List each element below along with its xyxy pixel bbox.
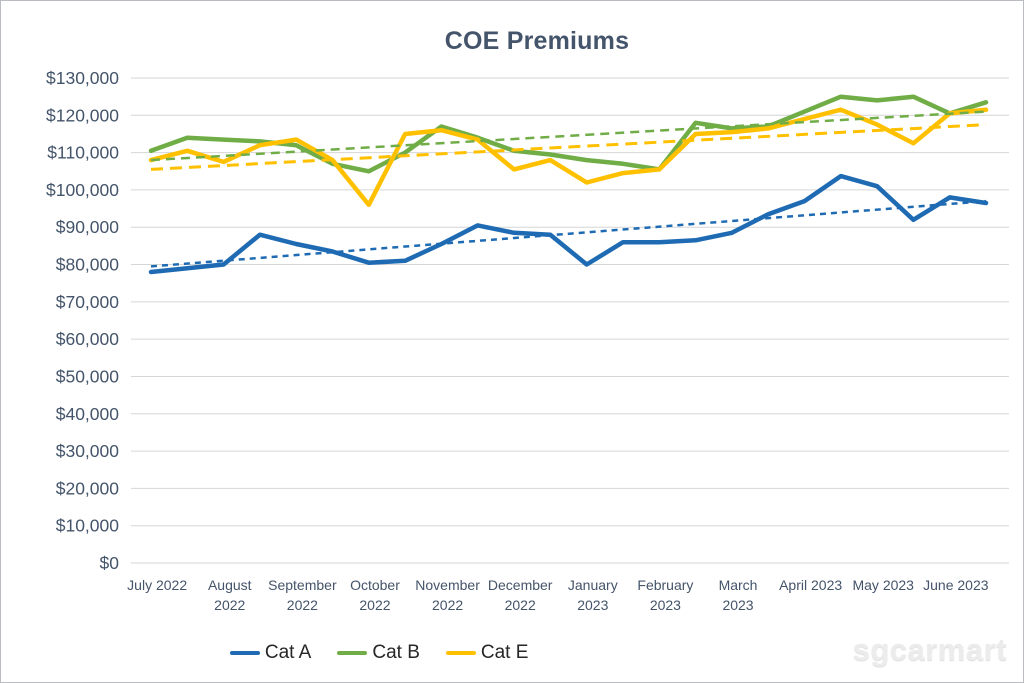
x-axis-label: March <box>719 577 758 593</box>
legend-label-cat-b: Cat B <box>372 642 420 663</box>
x-axis-label: June 2023 <box>923 577 989 593</box>
cat-b-line-swatch-icon <box>337 651 368 655</box>
x-axis-label: 2022 <box>432 597 463 613</box>
sgcarmart-watermark-logo: sgcarmart <box>852 632 1007 667</box>
x-axis-label: 2022 <box>505 597 536 613</box>
series-line-cat-e <box>148 107 989 208</box>
chart-title: COE Premiums <box>444 27 630 55</box>
series-line-cat-b <box>148 94 989 174</box>
y-axis-label: $110,000 <box>47 143 119 163</box>
y-axis-label: $0 <box>100 553 120 573</box>
trendline-cat-b <box>150 110 987 162</box>
x-axis-label: 2023 <box>650 597 681 613</box>
x-axis-label: 2022 <box>287 597 318 613</box>
x-axis-label: 2023 <box>577 597 608 613</box>
y-axis-label: $120,000 <box>46 105 119 125</box>
x-axis-label: January <box>568 577 618 593</box>
y-axis-label: $30,000 <box>56 441 120 461</box>
cat-e-line-swatch-icon <box>445 651 476 655</box>
series-line-cat-a <box>148 173 989 275</box>
x-axis-label: October <box>350 577 400 593</box>
y-axis-label: $60,000 <box>56 329 120 349</box>
x-axis-label: August <box>208 577 252 593</box>
legend-item-cat-e: Cat E <box>445 642 529 664</box>
x-axis-label: April 2023 <box>779 577 842 593</box>
x-axis-label: May 2023 <box>852 577 914 593</box>
x-axis-label: December <box>488 577 553 593</box>
y-axis-label: $80,000 <box>56 255 120 275</box>
legend-item-cat-a: Cat A <box>229 642 312 664</box>
y-axis-label: $20,000 <box>56 478 120 498</box>
legend-item-cat-b: Cat B <box>337 642 420 664</box>
trendline-cat-e <box>150 123 987 171</box>
x-axis-label: 2022 <box>214 597 245 613</box>
y-axis-label: $130,000 <box>46 68 119 88</box>
y-axis-label: $10,000 <box>56 516 120 536</box>
cat-a-line-swatch-icon <box>229 651 260 655</box>
y-axis-label: $50,000 <box>56 366 120 386</box>
legend-label-cat-e: Cat E <box>480 642 529 663</box>
y-axis-label: $70,000 <box>56 292 120 312</box>
y-axis-label: $40,000 <box>56 404 120 424</box>
legend-label-cat-a: Cat A <box>264 642 312 663</box>
legend: Cat A Cat B Cat E <box>1 642 757 664</box>
trendline-cat-a <box>150 199 987 268</box>
x-axis-label: February <box>637 577 693 593</box>
x-axis-label: 2023 <box>722 597 753 613</box>
y-axis-label: $100,000 <box>46 180 119 200</box>
y-axis-label: $90,000 <box>56 217 120 237</box>
x-axis-label: November <box>415 577 480 593</box>
x-axis-label: July 2022 <box>127 577 187 593</box>
x-axis-label: 2022 <box>359 597 390 613</box>
x-axis-label: September <box>268 577 337 593</box>
